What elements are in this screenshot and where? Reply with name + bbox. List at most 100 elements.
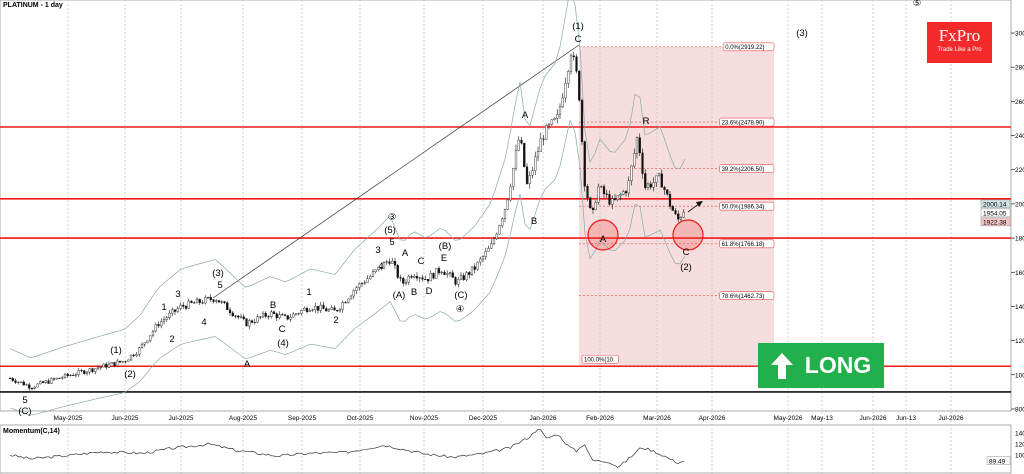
candle-body <box>143 342 146 345</box>
candle-body <box>638 137 641 154</box>
wave-label: C <box>575 34 582 45</box>
candle-body <box>624 191 628 194</box>
candle-body <box>215 300 218 302</box>
y-tick-label: 2800.00 <box>1015 65 1024 72</box>
candle-body <box>283 314 287 316</box>
candle-body <box>523 142 526 168</box>
fibonacci-label: 0.0%(2919.22) <box>725 45 764 51</box>
wave-label: ③ <box>388 212 397 223</box>
candle-body <box>124 361 127 363</box>
candle-body <box>132 354 135 356</box>
candle-body <box>28 384 31 389</box>
x-tick-label: Jun-13 <box>896 415 916 422</box>
momentum-y-tick-label: 120.00 <box>1015 442 1024 449</box>
candle-body <box>443 271 446 275</box>
logo-brand: FxPro <box>938 26 981 45</box>
candle-body <box>616 195 619 200</box>
candle-body <box>58 377 61 379</box>
wave-label: A <box>600 234 607 245</box>
wave-label: (5) <box>384 225 396 236</box>
candle-body <box>165 317 168 320</box>
candle-body <box>184 306 188 309</box>
candle-body <box>39 381 42 385</box>
wave-label: D <box>426 286 433 297</box>
candle-body <box>223 301 226 303</box>
candle-body <box>330 307 333 310</box>
wave-label: (C) <box>18 406 31 417</box>
logo-tagline: Trade Like a Pro <box>937 47 982 53</box>
candle-body <box>465 272 468 280</box>
highlight-circle <box>672 219 704 251</box>
candle-body <box>349 295 353 300</box>
wave-label: B <box>531 216 537 227</box>
candle-body <box>30 388 34 390</box>
last-price-label: 1922.38 <box>983 219 1007 226</box>
candle-body <box>193 302 196 304</box>
candle-body <box>385 261 388 263</box>
fxpro-logo: FxPro Trade Like a Pro <box>927 22 992 63</box>
candle-body <box>261 313 265 318</box>
wave-label: ⑤ <box>913 0 922 9</box>
candle-body <box>256 316 259 323</box>
candle-body <box>22 381 25 386</box>
x-tick-label: Jul-2026 <box>939 415 964 422</box>
candle-body <box>217 300 221 303</box>
candle-body <box>451 272 454 278</box>
candle-body <box>91 368 94 372</box>
last-price-tag <box>980 199 1011 209</box>
candle-body <box>583 141 586 187</box>
candle-body <box>157 324 160 327</box>
candle-body <box>63 373 67 378</box>
candle-body <box>547 124 551 126</box>
y-tick-label: 2600.00 <box>1015 99 1024 106</box>
candle-body <box>437 268 441 274</box>
candle-body <box>303 308 306 311</box>
x-tick-label: Oct-2025 <box>347 415 374 422</box>
wave-label: (3) <box>796 28 808 39</box>
candle-body <box>514 150 518 169</box>
fibonacci-label: 50.0%(1986.34) <box>722 204 765 210</box>
y-tick-label: 2000.00 <box>1015 201 1024 208</box>
candle-body <box>611 198 614 205</box>
candle-body <box>14 380 17 383</box>
candle-body <box>481 256 485 260</box>
candle-body <box>110 362 113 365</box>
candle-body <box>473 266 476 270</box>
candle-body <box>682 211 685 218</box>
fibonacci-label-box <box>719 164 775 173</box>
x-tick-label: May-2026 <box>774 415 803 422</box>
candle-body <box>305 308 309 312</box>
x-tick-label: May-2025 <box>54 415 83 422</box>
fibonacci-label-box <box>581 354 619 364</box>
candle-body <box>404 282 408 284</box>
wave-label: (3) <box>212 268 224 279</box>
fibonacci-label: 100.0%(10 <box>584 357 614 363</box>
candle-body <box>245 318 248 327</box>
candle-body <box>396 265 399 278</box>
last-price-label: 2000.14 <box>983 201 1007 208</box>
candle-body <box>542 138 545 140</box>
candle-body <box>580 100 584 142</box>
candle-body <box>550 119 553 125</box>
candle-body <box>679 217 683 220</box>
y-tick-label: 1000.00 <box>1015 372 1024 379</box>
candle-body <box>655 175 658 183</box>
candle-body <box>446 273 449 275</box>
trendline <box>212 44 580 299</box>
candle-body <box>80 370 83 372</box>
candle-body <box>171 309 174 314</box>
wave-label: (A) <box>393 290 406 301</box>
wave-label: (2) <box>680 262 692 273</box>
candle-body <box>289 316 292 320</box>
candle-body <box>168 312 171 319</box>
candle-body <box>646 183 650 188</box>
candle-body <box>377 266 380 271</box>
candle-body <box>272 311 276 314</box>
x-tick-label: Apr-2026 <box>699 415 726 422</box>
candle-body <box>575 56 578 72</box>
wave-label: B <box>411 287 417 298</box>
candle-body <box>322 304 325 309</box>
candle-body <box>597 186 600 203</box>
fibonacci-label-box <box>719 291 775 301</box>
